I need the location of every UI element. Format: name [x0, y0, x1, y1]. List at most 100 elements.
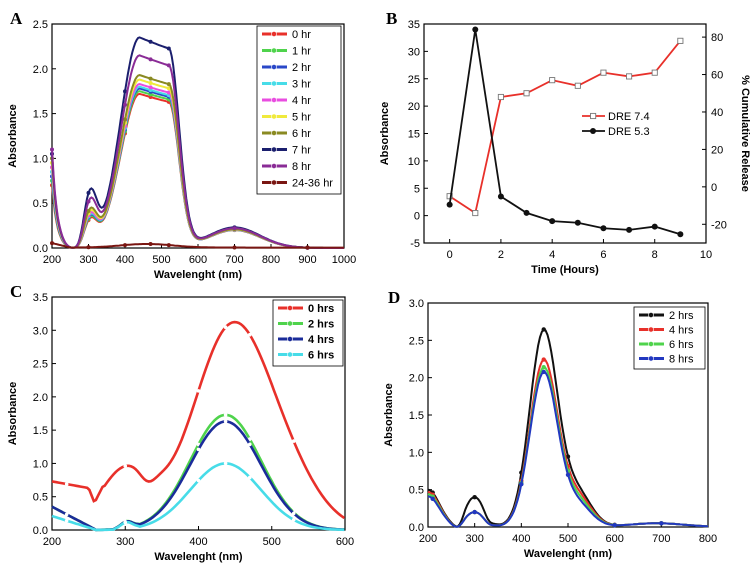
x-tick-label: 500 — [559, 533, 577, 545]
x-tick-label: 600 — [189, 254, 207, 266]
series-line — [449, 40, 682, 215]
x-tick-label: 200 — [43, 536, 61, 548]
data-point — [148, 85, 153, 90]
data-point — [86, 208, 91, 213]
y-tick-label: 0.5 — [33, 198, 48, 210]
data-point — [305, 245, 310, 250]
legend-marker — [271, 113, 277, 120]
legend-entry: 2 hrs — [669, 310, 694, 322]
y-tick-label: 30 — [408, 46, 420, 58]
data-point — [223, 419, 228, 424]
x-tick-label: 300 — [465, 533, 483, 545]
legend-entry: DRE 5.3 — [608, 126, 650, 138]
y-tick-label: -5 — [410, 238, 420, 250]
y-axis-title: Absorbance — [7, 104, 19, 168]
data-point — [50, 241, 54, 246]
y-tick-label: 1.5 — [33, 109, 48, 121]
legend-entry: 6 hr — [292, 128, 311, 140]
data-point — [86, 199, 91, 204]
plot-frame — [423, 23, 707, 244]
y-tick-label: 2.0 — [409, 373, 424, 385]
panel-b-release-profile: B 0 2 4 6 8 10 -5 0 5 10 15 20 25 30 35 Time (Hours) Abso… — [379, 9, 751, 276]
y-tick-label: 2.0 — [33, 64, 48, 76]
data-point — [565, 454, 571, 459]
y-tick-label: 1.0 — [409, 447, 424, 459]
x-tick-label: 1000 — [332, 254, 356, 266]
legend-entry: 4 hrs — [308, 334, 334, 346]
data-point — [123, 102, 127, 107]
data-point — [291, 518, 296, 522]
y-axis-title: Absorbance — [379, 102, 391, 166]
y2-tick-label: 60 — [711, 70, 723, 82]
y-tick-label: 0.5 — [409, 485, 424, 497]
data-point — [148, 242, 153, 247]
data-point — [446, 201, 453, 208]
x-tick-label: 900 — [298, 254, 316, 266]
legend-entry: 3 hr — [292, 79, 311, 91]
data-point — [659, 521, 664, 526]
y-tick-label: 0.0 — [33, 243, 48, 255]
x-tick-label: 700 — [225, 254, 243, 266]
legend-marker — [590, 112, 597, 120]
y-tick-label: 20 — [408, 101, 420, 113]
data-point — [549, 77, 556, 84]
data-point — [223, 325, 228, 329]
x-tick-label: 800 — [699, 533, 717, 545]
x-axis-title: Time (Hours) — [531, 264, 599, 276]
data-point — [196, 478, 201, 483]
data-point — [651, 69, 658, 76]
legend-marker — [287, 320, 293, 327]
legend-marker — [271, 64, 277, 70]
data-point — [600, 225, 607, 232]
legend-marker — [271, 47, 277, 54]
panel-c-uv-spectra: C 200 300 400 500 600 0.0 0.5 1.0 1.5 2.0 2.5 3.0 3.5… — [7, 282, 354, 563]
legend-entry: 6 hrs — [669, 339, 694, 351]
x-tick-label: 10 — [700, 249, 712, 261]
data-point — [677, 37, 684, 44]
legend-entry: 2 hrs — [308, 319, 334, 331]
data-point — [574, 219, 581, 226]
data-point — [64, 512, 69, 517]
data-point — [123, 243, 127, 248]
y-tick-label: 0.0 — [33, 525, 48, 537]
x-tick-label: 200 — [419, 533, 437, 545]
data-point — [523, 209, 530, 216]
y-tick-label: 2.5 — [33, 359, 48, 371]
x-axis-title: Wavelenght (nm) — [154, 551, 243, 563]
x-tick-label: 200 — [43, 254, 61, 266]
x-tick-label: 300 — [79, 254, 97, 266]
legend-entry: 0 hr — [292, 29, 311, 41]
spectrum-line — [51, 420, 345, 532]
y-axis-title: Absorbance — [383, 383, 395, 447]
x-axis-title: Wavelenght (nm) — [154, 269, 243, 281]
data-point — [497, 193, 504, 200]
data-point — [549, 218, 556, 225]
data-point — [86, 245, 91, 250]
panel-d-uv-spectra: D 200 300 400 500 600 700 800 0.0 0.5 1.0 1.5 2.0 2.5… — [383, 288, 717, 560]
data-point — [291, 511, 296, 516]
data-point — [223, 461, 228, 466]
x-tick-label: 400 — [189, 536, 207, 548]
y-tick-label: 5 — [414, 183, 420, 195]
legend-entry: 2 hr — [292, 62, 311, 74]
data-point — [541, 327, 546, 332]
data-point — [123, 117, 127, 122]
data-point — [677, 231, 684, 238]
spectrum-line — [51, 242, 344, 249]
data-point — [196, 447, 201, 452]
legend-marker — [287, 336, 293, 342]
legend-marker — [271, 146, 277, 153]
x-tick-label: 800 — [262, 254, 280, 266]
data-point — [166, 63, 171, 68]
spectrum-line — [427, 370, 709, 528]
data-point — [651, 223, 658, 230]
spectrum-line — [51, 413, 345, 532]
y-tick-label: 2.0 — [33, 392, 48, 404]
x-tick-label: 400 — [116, 254, 134, 266]
data-point — [626, 226, 633, 233]
x-tick-label: 4 — [549, 249, 555, 261]
y2-axis-title: % Cumulative Release — [739, 75, 751, 192]
data-point — [50, 147, 54, 152]
x-tick-label: 600 — [605, 533, 623, 545]
panel-label: B — [386, 9, 397, 28]
